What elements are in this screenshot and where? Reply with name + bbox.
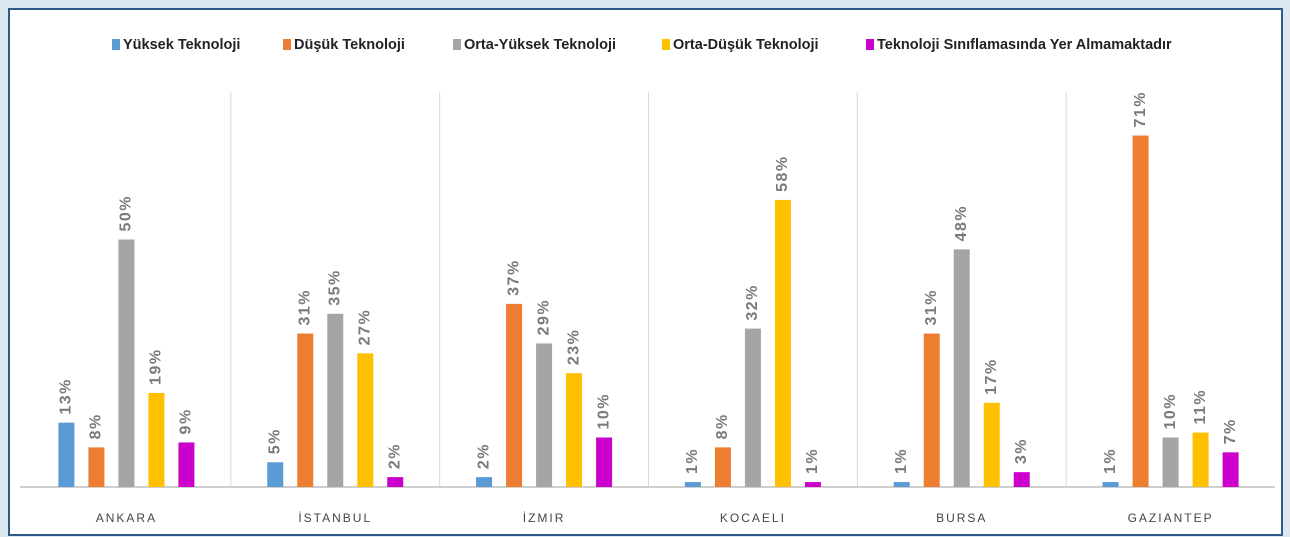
bar: [1222, 452, 1239, 487]
data-label: 8%: [714, 413, 731, 439]
data-label: 10%: [1162, 393, 1179, 430]
x-tick-label: İZMIR: [523, 511, 566, 525]
bar: [804, 482, 821, 487]
data-label: 9%: [178, 408, 195, 434]
x-tick-label: BURSA: [936, 511, 987, 525]
bar: [357, 353, 374, 487]
bar: [1192, 432, 1209, 487]
data-label: 11%: [1192, 389, 1209, 425]
data-label: 1%: [684, 448, 701, 474]
bar: [148, 392, 165, 487]
data-label: 1%: [893, 448, 910, 474]
data-label: 19%: [148, 348, 165, 385]
data-label: 2%: [475, 443, 492, 469]
bar: [923, 333, 940, 487]
bar: [506, 303, 523, 487]
data-label: 35%: [326, 269, 343, 306]
panel: [8, 8, 1283, 536]
bar: [536, 343, 553, 487]
legend-swatch: [453, 39, 461, 50]
bar: [744, 328, 761, 487]
data-label: 1%: [1102, 448, 1119, 474]
data-label: 29%: [535, 299, 552, 336]
data-label: 71%: [1132, 91, 1149, 128]
bar: [983, 402, 1000, 487]
bar: [1132, 135, 1149, 488]
bar: [118, 239, 135, 487]
data-label: 32%: [744, 284, 761, 321]
data-label: 27%: [356, 309, 373, 346]
bar: [476, 477, 493, 487]
x-tick-label: İSTANBUL: [298, 511, 372, 525]
bar: [684, 482, 701, 487]
legend-label: Düşük Teknoloji: [294, 37, 405, 53]
data-label: 5%: [266, 428, 283, 454]
data-label: 10%: [595, 393, 612, 430]
bar: [1162, 437, 1179, 487]
bar: [178, 442, 195, 487]
data-label: 37%: [505, 259, 522, 296]
legend-label: Yüksek Teknoloji: [123, 37, 240, 53]
legend-swatch: [283, 39, 291, 50]
bar: [88, 447, 105, 487]
bar: [596, 437, 613, 487]
data-label: 3%: [1013, 438, 1030, 464]
bar: [566, 373, 583, 487]
data-label: 48%: [953, 205, 970, 242]
data-label: 17%: [983, 358, 1000, 395]
bar: [774, 199, 791, 487]
legend-swatch: [112, 39, 120, 50]
data-label: 1%: [804, 448, 821, 474]
bar: [1013, 472, 1030, 487]
bar: [714, 447, 731, 487]
data-label: 58%: [774, 155, 791, 192]
bar: [58, 422, 75, 487]
legend-label: Teknoloji Sınıflamasında Yer Almamaktadı…: [877, 37, 1172, 53]
bar: [327, 313, 344, 487]
bar: [267, 462, 284, 487]
bar: [953, 249, 970, 487]
data-label: 50%: [118, 195, 135, 232]
legend-swatch: [866, 39, 874, 50]
legend-label: Orta-Düşük Teknoloji: [673, 37, 819, 53]
data-label: 8%: [88, 413, 105, 439]
data-label: 7%: [1222, 418, 1239, 444]
bar: [1102, 482, 1119, 487]
data-label: 31%: [296, 289, 313, 326]
x-tick-label: GAZIANTEP: [1128, 511, 1214, 525]
legend-swatch: [662, 39, 670, 50]
data-label: 23%: [565, 329, 582, 366]
data-label: 13%: [58, 378, 75, 415]
x-tick-label: KOCAELI: [720, 511, 786, 525]
bar: [387, 477, 404, 487]
bar: [893, 482, 910, 487]
data-label: 31%: [923, 289, 940, 326]
bar: [297, 333, 314, 487]
data-label: 2%: [386, 443, 403, 469]
x-tick-label: ANKARA: [96, 511, 157, 525]
legend-label: Orta-Yüksek Teknoloji: [464, 37, 616, 53]
